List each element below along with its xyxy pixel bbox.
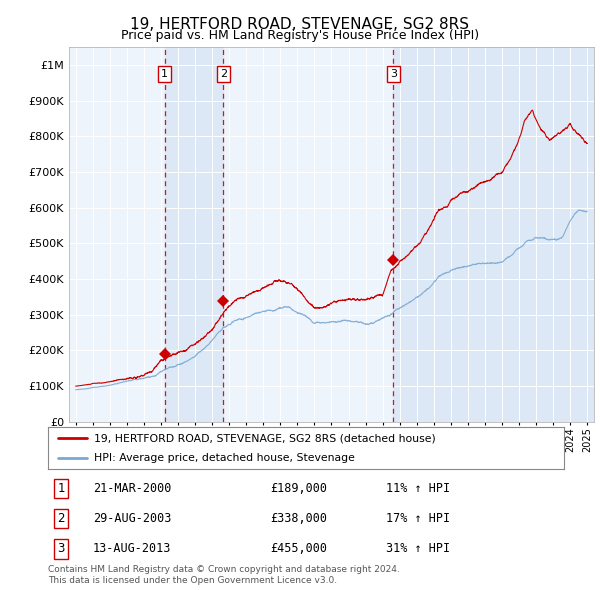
Text: 13-AUG-2013: 13-AUG-2013 — [93, 542, 171, 555]
Text: Contains HM Land Registry data © Crown copyright and database right 2024.: Contains HM Land Registry data © Crown c… — [48, 565, 400, 574]
Text: 2: 2 — [220, 69, 227, 79]
Text: 11% ↑ HPI: 11% ↑ HPI — [386, 482, 450, 495]
Text: 29-AUG-2003: 29-AUG-2003 — [93, 512, 171, 525]
Text: 19, HERTFORD ROAD, STEVENAGE, SG2 8RS (detached house): 19, HERTFORD ROAD, STEVENAGE, SG2 8RS (d… — [94, 433, 436, 443]
Text: 3: 3 — [58, 542, 65, 555]
Text: £338,000: £338,000 — [270, 512, 327, 525]
Text: 19, HERTFORD ROAD, STEVENAGE, SG2 8RS: 19, HERTFORD ROAD, STEVENAGE, SG2 8RS — [131, 17, 470, 31]
Text: 17% ↑ HPI: 17% ↑ HPI — [386, 512, 450, 525]
Bar — [393, 47, 594, 422]
Text: HPI: Average price, detached house, Stevenage: HPI: Average price, detached house, Stev… — [94, 453, 355, 463]
Text: 1: 1 — [58, 482, 65, 495]
Bar — [165, 47, 223, 422]
Text: This data is licensed under the Open Government Licence v3.0.: This data is licensed under the Open Gov… — [48, 576, 337, 585]
Text: 31% ↑ HPI: 31% ↑ HPI — [386, 542, 450, 555]
Text: £189,000: £189,000 — [270, 482, 327, 495]
Text: 3: 3 — [390, 69, 397, 79]
Text: £455,000: £455,000 — [270, 542, 327, 555]
Text: Price paid vs. HM Land Registry's House Price Index (HPI): Price paid vs. HM Land Registry's House … — [121, 30, 479, 42]
Text: 21-MAR-2000: 21-MAR-2000 — [93, 482, 171, 495]
Text: 2: 2 — [58, 512, 65, 525]
Text: 1: 1 — [161, 69, 168, 79]
